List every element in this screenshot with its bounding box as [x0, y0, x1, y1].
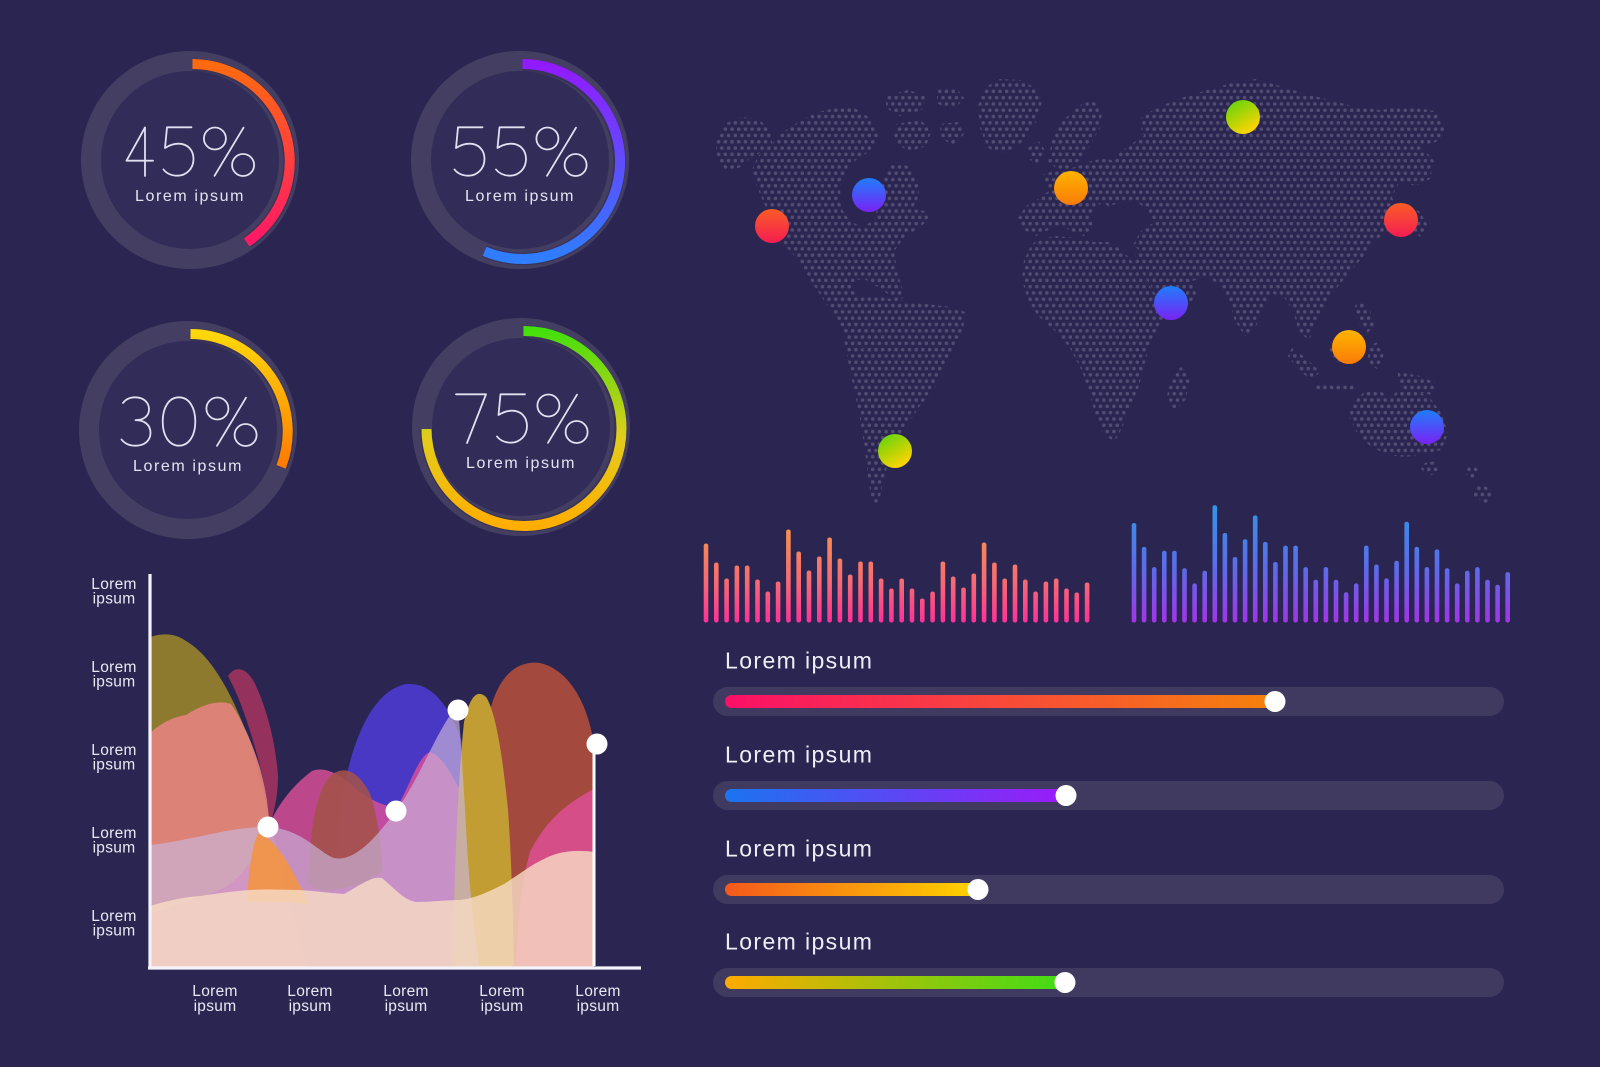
- svg-text:Lorem ipsum: Lorem ipsum: [135, 188, 245, 205]
- svg-text:Lorem: Lorem: [192, 983, 237, 1000]
- svg-text:Lorem ipsum: Lorem ipsum: [466, 455, 576, 472]
- svg-text:Lorem: Lorem: [287, 983, 332, 1000]
- svg-text:Lorem ipsum: Lorem ipsum: [725, 742, 873, 768]
- svg-text:Lorem: Lorem: [91, 908, 136, 925]
- svg-text:Lorem: Lorem: [575, 983, 620, 1000]
- svg-text:Lorem: Lorem: [91, 742, 136, 759]
- svg-text:ipsum: ipsum: [289, 998, 332, 1015]
- svg-text:ipsum: ipsum: [481, 998, 524, 1015]
- svg-text:Lorem ipsum: Lorem ipsum: [725, 929, 873, 955]
- svg-text:Lorem: Lorem: [383, 983, 428, 1000]
- svg-text:Lorem: Lorem: [91, 576, 136, 593]
- svg-text:Lorem ipsum: Lorem ipsum: [725, 836, 873, 862]
- svg-text:Lorem: Lorem: [91, 825, 136, 842]
- svg-text:ipsum: ipsum: [93, 757, 136, 774]
- svg-text:ipsum: ipsum: [93, 674, 136, 691]
- svg-text:ipsum: ipsum: [385, 998, 428, 1015]
- svg-text:ipsum: ipsum: [93, 591, 136, 608]
- svg-text:Lorem ipsum: Lorem ipsum: [133, 458, 243, 475]
- svg-text:ipsum: ipsum: [93, 923, 136, 940]
- svg-text:ipsum: ipsum: [194, 998, 237, 1015]
- svg-text:Lorem ipsum: Lorem ipsum: [725, 648, 873, 674]
- svg-text:Lorem: Lorem: [479, 983, 524, 1000]
- svg-text:Lorem: Lorem: [91, 659, 136, 676]
- svg-text:ipsum: ipsum: [577, 998, 620, 1015]
- svg-text:ipsum: ipsum: [93, 840, 136, 857]
- svg-text:Lorem ipsum: Lorem ipsum: [465, 188, 575, 205]
